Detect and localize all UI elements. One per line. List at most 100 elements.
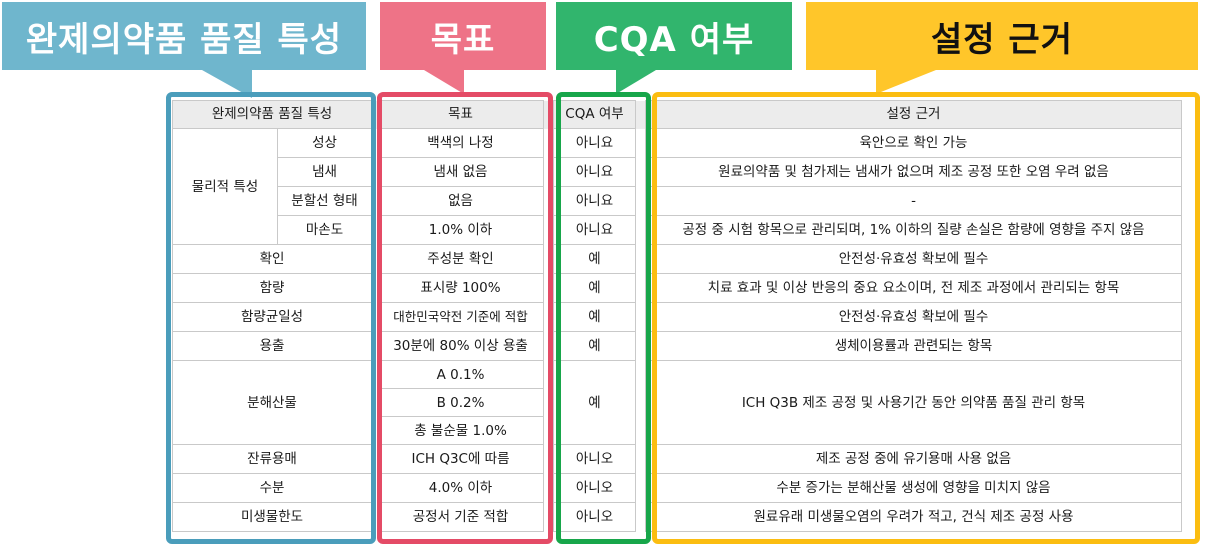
column-gap <box>543 416 554 445</box>
header-attribute: 완제의약품 품질 특성 <box>172 100 372 129</box>
cqa-cell: 아니요 <box>553 186 636 216</box>
target-cell: 1.0% 이하 <box>377 215 544 245</box>
target-cell: 30분에 80% 이상 용출 <box>377 331 544 361</box>
rationale-cell: 제조 공정 중에 유기용매 사용 없음 <box>645 444 1182 474</box>
header-rationale: 설정 근거 <box>645 100 1182 129</box>
column-gap <box>635 473 646 503</box>
attribute-cell: 수분 <box>172 473 372 503</box>
column-gap <box>635 388 646 417</box>
target-cell: A 0.1% <box>377 360 544 389</box>
column-gap <box>635 186 646 216</box>
column-gap <box>635 502 646 532</box>
target-cell: 없음 <box>377 186 544 216</box>
attribute-cell: 용출 <box>172 331 372 361</box>
cqa-cell: 예 <box>553 244 636 274</box>
column-gap <box>635 128 646 158</box>
header-cqa: CQA 여부 <box>553 100 636 129</box>
table-row: 용출 30분에 80% 이상 용출 예 생체이용률과 관련되는 항목 <box>172 331 1182 361</box>
banner-pointer <box>424 70 464 94</box>
cqa-cell: 아니요 <box>553 128 636 158</box>
rationale-cell: 생체이용률과 관련되는 항목 <box>645 331 1182 361</box>
column-gap <box>635 215 646 245</box>
column-gap <box>543 388 554 417</box>
cqa-cell: 예 <box>553 331 636 361</box>
column-gap <box>543 473 554 503</box>
banner-rationale: 설정 근거 <box>806 2 1198 94</box>
column-gap <box>635 302 646 332</box>
banner-quality-attribute: 완제의약품 품질 특성 <box>2 2 366 98</box>
column-gap <box>543 502 554 532</box>
rationale-cell: 안전성·유효성 확보에 필수 <box>645 302 1182 332</box>
table-header-row: 완제의약품 품질 특성 목표 CQA 여부 설정 근거 <box>172 100 1182 129</box>
column-gap <box>543 273 554 303</box>
column-gap <box>543 244 554 274</box>
physical-group-label: 물리적 특성 <box>172 128 278 245</box>
table-row: 함량 표시량 100% 예 치료 효과 및 이상 반응의 중요 요소이며, 전 … <box>172 273 1182 303</box>
table-row: 함량균일성 대한민국약전 기준에 적합 예 안전성·유효성 확보에 필수 <box>172 302 1182 332</box>
cqa-cell: 예 <box>553 360 636 445</box>
column-gap <box>635 244 646 274</box>
table-row: 냄새 냄새 없음 아니요 원료의약품 및 첨가제는 냄새가 없으며 제조 공정 … <box>173 157 1182 187</box>
banner-pointer <box>876 70 936 94</box>
table-row: 잔류용매 ICH Q3C에 따름 아니오 제조 공정 중에 유기용매 사용 없음 <box>172 444 1182 474</box>
cqa-cell: 아니요 <box>553 215 636 245</box>
target-cell: ICH Q3C에 따름 <box>377 444 544 474</box>
column-gap <box>635 444 646 474</box>
rationale-cell: 치료 효과 및 이상 반응의 중요 요소이며, 전 제조 과정에서 관리되는 항… <box>645 273 1182 303</box>
rationale-cell: - <box>645 186 1182 216</box>
column-gap <box>543 128 554 158</box>
column-gap <box>543 360 554 389</box>
table-row: 확인 주성분 확인 예 안전성·유효성 확보에 필수 <box>172 244 1182 274</box>
rationale-cell: 수분 증가는 분해산물 생성에 영향을 미치지 않음 <box>645 473 1182 503</box>
banner-target-text: 목표 <box>430 19 496 60</box>
column-gap <box>635 100 646 129</box>
table-row: 총 불순물 1.0% <box>173 416 1182 445</box>
attribute-cell: 함량균일성 <box>172 302 372 332</box>
attribute-cell: 확인 <box>172 244 372 274</box>
column-gap <box>543 186 554 216</box>
target-cell: 백색의 나정 <box>377 128 544 158</box>
rationale-cell: ICH Q3B 제조 공정 및 사용기간 동안 의약품 품질 관리 항목 <box>645 360 1182 445</box>
target-cell: 총 불순물 1.0% <box>377 416 544 445</box>
rationale-cell: 육안으로 확인 가능 <box>645 128 1182 158</box>
header-target: 목표 <box>377 100 544 129</box>
qtpp-table: 완제의약품 품질 특성 목표 CQA 여부 설정 근거 물리적 특성 성상 백색… <box>172 100 1182 532</box>
table-row: 마손도 1.0% 이하 아니요 공정 중 시험 항목으로 관리되며, 1% 이하… <box>173 215 1182 245</box>
banner-cqa: CQA 여부 <box>556 2 792 94</box>
column-gap <box>635 273 646 303</box>
sub-attribute: 마손도 <box>277 215 372 245</box>
attribute-cell: 분해산물 <box>172 360 372 445</box>
target-cell: 주성분 확인 <box>377 244 544 274</box>
target-cell: B 0.2% <box>377 388 544 417</box>
column-gap <box>543 100 554 129</box>
target-cell: 4.0% 이하 <box>377 473 544 503</box>
banner-target: 목표 <box>380 2 546 94</box>
cqa-cell: 아니오 <box>553 502 636 532</box>
rationale-cell: 원료의약품 및 첨가제는 냄새가 없으며 제조 공정 또한 오염 우려 없음 <box>645 157 1182 187</box>
banner-pointer <box>616 70 656 94</box>
sub-attribute: 냄새 <box>277 157 372 187</box>
target-cell: 표시량 100% <box>377 273 544 303</box>
attribute-cell: 잔류용매 <box>172 444 372 474</box>
cqa-cell: 아니오 <box>553 473 636 503</box>
column-gap <box>635 416 646 445</box>
cqa-cell: 예 <box>553 273 636 303</box>
table-row: 분할선 형태 없음 아니요 - <box>173 186 1182 216</box>
table-row: 미생물한도 공정서 기준 적합 아니오 원료유래 미생물오염의 우려가 적고, … <box>172 502 1182 532</box>
column-gap <box>543 157 554 187</box>
cqa-cell: 아니요 <box>553 157 636 187</box>
rationale-cell: 안전성·유효성 확보에 필수 <box>645 244 1182 274</box>
column-gap <box>543 331 554 361</box>
sub-attribute: 성상 <box>277 128 372 158</box>
column-gap <box>543 302 554 332</box>
target-cell: 냄새 없음 <box>377 157 544 187</box>
table-row: 물리적 특성 성상 백색의 나정 아니요 육안으로 확인 가능 <box>172 128 1182 245</box>
rationale-cell: 공정 중 시험 항목으로 관리되며, 1% 이하의 질량 손실은 함량에 영향을… <box>645 215 1182 245</box>
banner-rationale-text: 설정 근거 <box>931 19 1073 60</box>
table-row: 수분 4.0% 이하 아니오 수분 증가는 분해산물 생성에 영향을 미치지 않… <box>172 473 1182 503</box>
banner-cqa-text: CQA 여부 <box>593 19 755 60</box>
cqa-cell: 예 <box>553 302 636 332</box>
column-gap <box>635 331 646 361</box>
rationale-cell: 원료유래 미생물오염의 우려가 적고, 건식 제조 공정 사용 <box>645 502 1182 532</box>
banner-pointer <box>202 70 252 98</box>
